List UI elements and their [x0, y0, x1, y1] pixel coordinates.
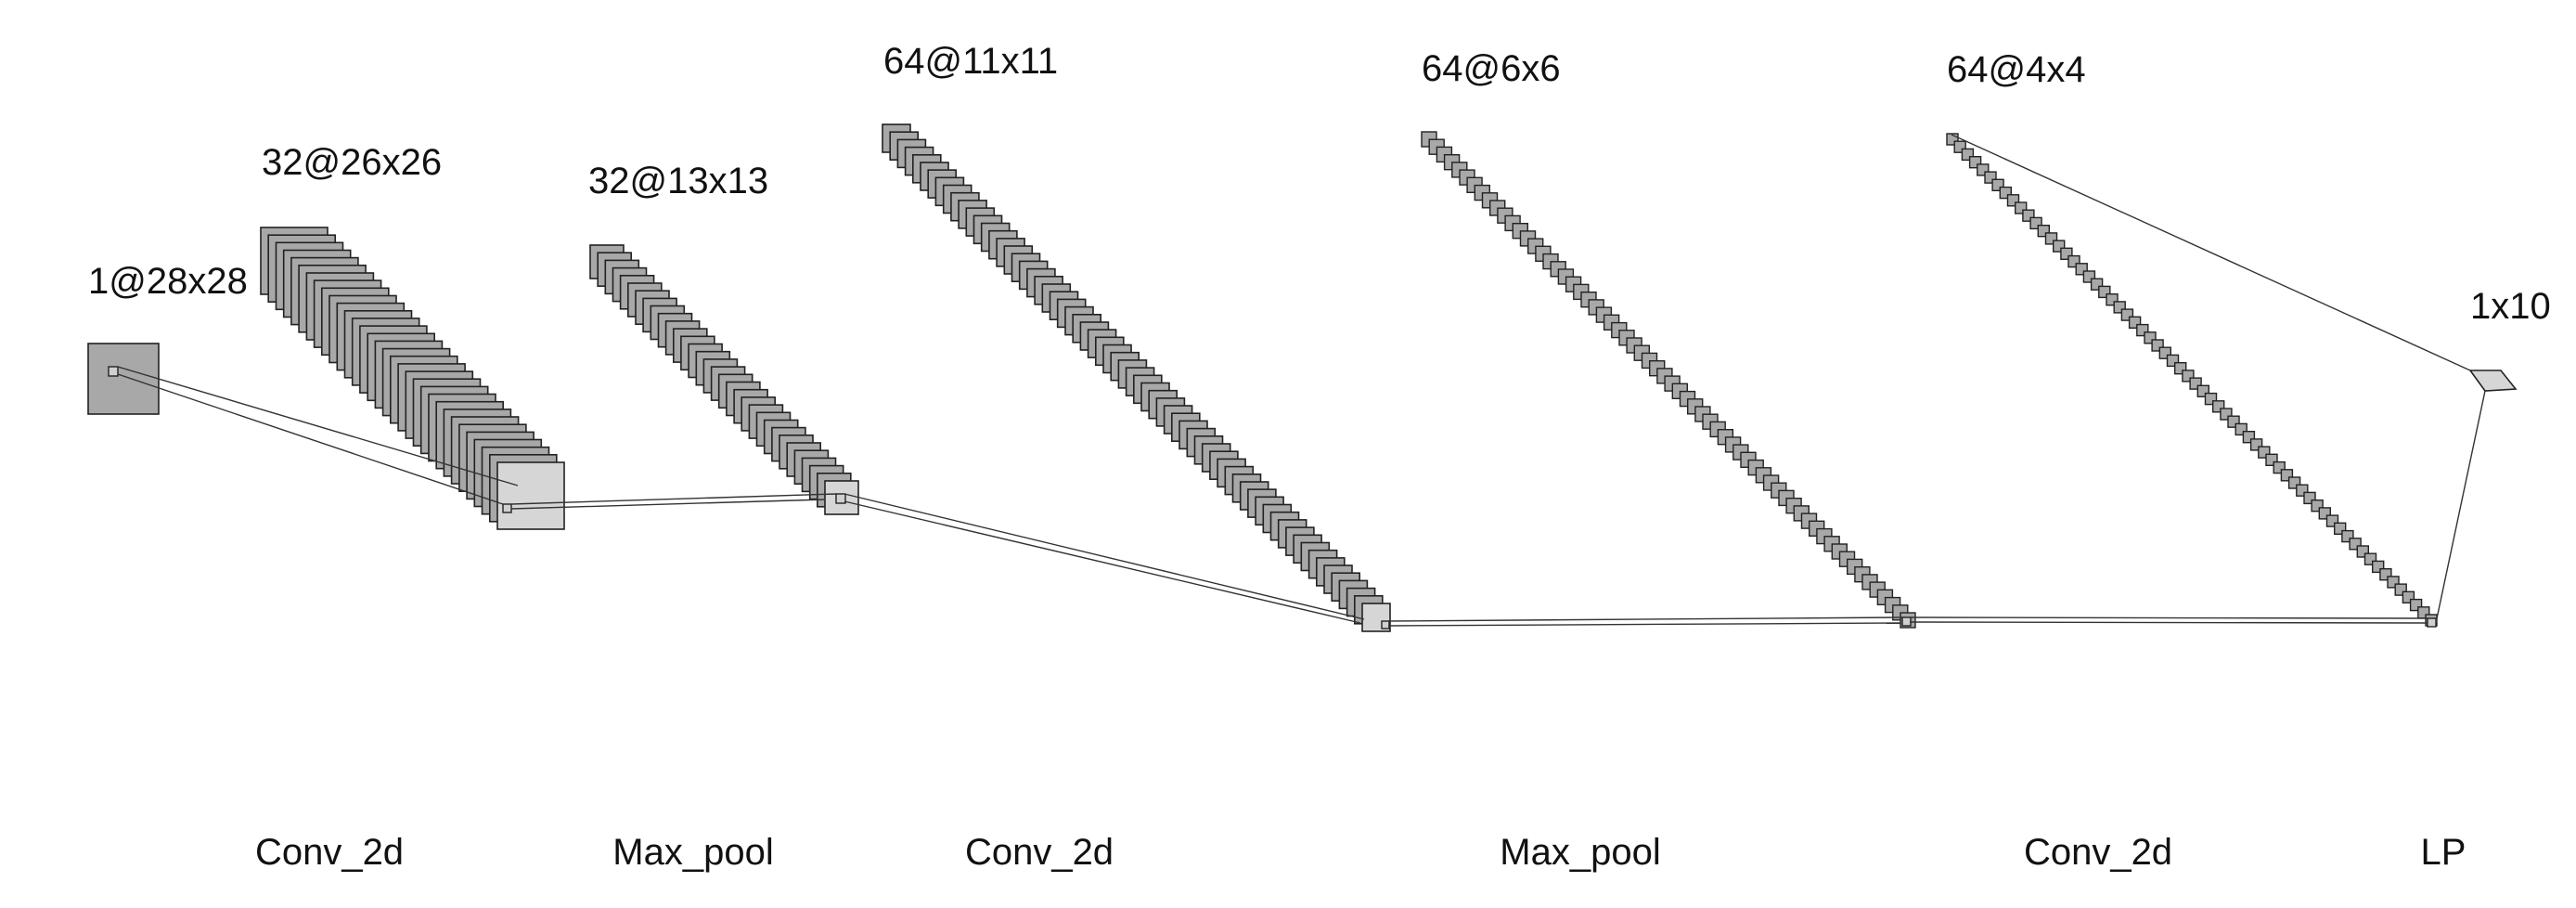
stack-input	[87, 343, 160, 415]
connector-line-12	[2435, 390, 2486, 624]
feature-map-conv1-32	[496, 461, 565, 530]
stack-conv1	[260, 227, 565, 530]
connector-line-3	[510, 493, 837, 505]
layer-label-output: 1x10	[2470, 286, 2551, 327]
layer-label-conv2: 64@11x11	[883, 41, 1058, 82]
connector-line-9	[1909, 616, 2428, 619]
layer-label-pool2: 64@6x6	[1422, 48, 1561, 89]
stack-pool2	[1421, 131, 1916, 629]
op-label-maxpool-1: Max_pool	[612, 832, 773, 873]
kernel-marker-5	[1901, 616, 1912, 627]
kernel-marker-6	[2427, 617, 2437, 628]
layer-label-input: 1@28x28	[88, 261, 248, 302]
kernel-connectors	[108, 134, 2486, 629]
layer-label-conv1: 32@26x26	[262, 142, 442, 183]
feature-map-conv2-64	[1361, 603, 1391, 632]
stack-output	[2468, 370, 2518, 392]
connector-line-4	[510, 499, 826, 510]
stack-pool1	[589, 244, 859, 515]
op-label-conv-3: Conv_2d	[2024, 832, 2172, 873]
op-label-lp: LP	[2421, 832, 2467, 873]
kernel-marker-1	[108, 366, 119, 377]
connector-line-8	[1387, 622, 1901, 627]
feature-map-stacks	[87, 123, 2518, 632]
output-vector	[2468, 370, 2518, 392]
connector-line-6	[844, 500, 1361, 624]
kernel-marker-4	[1381, 620, 1390, 629]
op-label-conv-2: Conv_2d	[965, 832, 1114, 873]
op-label-maxpool-2: Max_pool	[1500, 832, 1660, 873]
connector-line-11	[1951, 134, 2471, 371]
layer-label-conv3: 64@4x4	[1947, 49, 2086, 90]
kernel-marker-2	[502, 503, 512, 513]
connector-line-7	[1387, 616, 1903, 622]
connector-line-1	[117, 366, 519, 486]
connector-line-10	[1909, 621, 2428, 624]
stack-conv2	[882, 123, 1391, 632]
connector-line-2	[117, 373, 504, 505]
feature-map-input-1	[87, 343, 160, 415]
op-label-conv-1: Conv_2d	[255, 832, 404, 873]
stack-conv3	[1946, 133, 2438, 627]
connector-line-5	[844, 493, 1365, 620]
kernel-marker-3	[835, 493, 846, 504]
layer-label-pool1: 32@13x13	[588, 161, 768, 201]
